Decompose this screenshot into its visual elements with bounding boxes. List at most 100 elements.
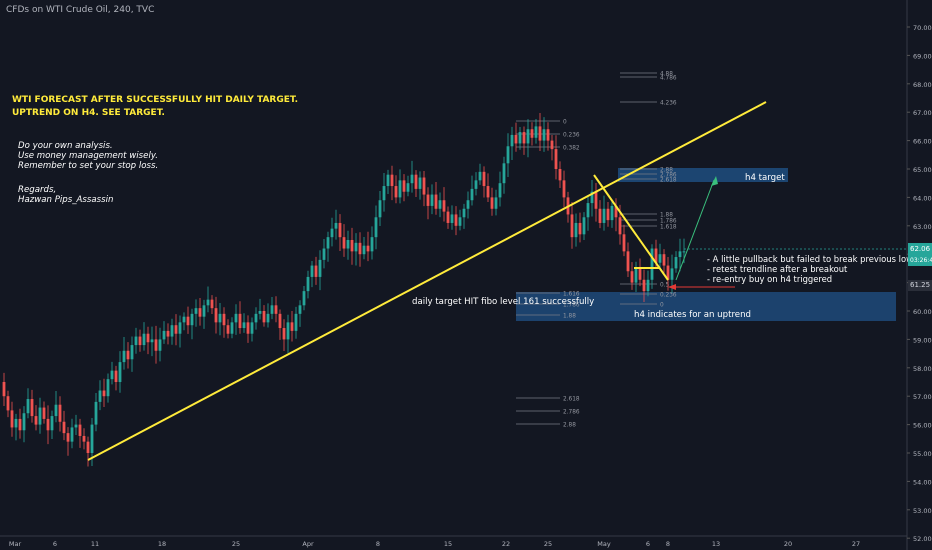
candle-body	[34, 416, 38, 425]
candle-body	[490, 197, 494, 209]
bullet-note-2: - retest trendline after a breakout	[707, 264, 848, 274]
fibo-low-label: 2.618	[563, 397, 580, 403]
candle-body	[666, 265, 670, 280]
headline-line-2: UPTREND ON H4. SEE TARGET.	[12, 108, 165, 118]
target-arrow-head	[711, 176, 718, 186]
y-tick-label: 68.00	[913, 81, 932, 89]
candle-body	[522, 132, 526, 144]
candle-body	[438, 200, 442, 209]
candle-body	[98, 390, 102, 402]
candle-body	[334, 222, 338, 229]
candle-body	[230, 322, 234, 334]
candle-body	[614, 205, 618, 218]
candle-body	[678, 251, 682, 258]
candle-body	[394, 186, 398, 198]
candle-body	[514, 134, 518, 144]
fibo-top-label: 4.236	[660, 101, 677, 107]
candle-body	[122, 350, 126, 363]
y-tick-label: 52.00	[913, 535, 932, 543]
y-tick-label: 55.00	[913, 450, 932, 458]
candle-body	[58, 404, 62, 422]
candle-body	[242, 322, 246, 329]
candle-body	[538, 126, 542, 141]
candle-body	[238, 313, 242, 329]
y-tick-label: 70.00	[913, 24, 932, 32]
candle-body	[422, 177, 426, 195]
candle-body	[158, 339, 162, 351]
candle-body	[582, 217, 586, 235]
candle-body	[498, 183, 502, 198]
y-tick-label: 63.00	[913, 223, 932, 231]
candle-body	[494, 197, 498, 209]
fibo-top-label: 1.88	[660, 213, 673, 219]
candle-body	[62, 421, 66, 434]
candle-body	[18, 418, 22, 431]
x-tick-label: 25	[232, 540, 240, 548]
fibo-top-label: 1.786	[660, 219, 677, 225]
candle-body	[466, 200, 470, 209]
candle-body	[226, 325, 230, 334]
candle-body	[30, 399, 34, 417]
candle-body	[458, 217, 462, 226]
x-tick-label: Apr	[302, 540, 314, 548]
candle-body	[530, 129, 534, 138]
candle-body	[654, 248, 658, 263]
candle-body	[222, 313, 226, 326]
candle-body	[86, 441, 90, 453]
fibo-box-label: 0.5	[660, 283, 670, 289]
candle-body	[650, 248, 654, 280]
countdown-tag: 03:26:44	[908, 255, 932, 266]
candle-body	[90, 424, 94, 453]
h4-target-zone	[618, 168, 788, 182]
x-tick-label: 25	[544, 540, 552, 548]
candle-body	[258, 311, 262, 314]
advice-line-2: Use money management wisely.	[18, 151, 158, 161]
fibo-low-label: 1.786	[563, 303, 580, 309]
candle-body	[618, 217, 622, 235]
bullet-note-1: - A little pullback but failed to break …	[707, 254, 913, 264]
candle-body	[302, 291, 306, 306]
candle-body	[186, 316, 190, 326]
candle-body	[162, 330, 166, 340]
candle-body	[50, 416, 54, 431]
candle-body	[374, 217, 378, 238]
candle-body	[10, 410, 14, 428]
y-tick-label: 65.00	[913, 166, 932, 174]
candle-body	[234, 313, 238, 323]
candle-body	[486, 186, 490, 198]
candle-body	[110, 370, 114, 380]
candle-body	[358, 242, 362, 255]
x-tick-label: Mar	[9, 540, 22, 548]
candle-body	[502, 163, 506, 184]
candle-body	[210, 299, 214, 309]
candle-body	[362, 245, 366, 255]
candle-body	[22, 413, 26, 431]
candle-body	[574, 222, 578, 238]
candle-body	[278, 313, 282, 329]
candle-body	[190, 313, 194, 326]
candle-body	[386, 174, 390, 187]
candle-body	[270, 305, 274, 314]
fibo-top-label: 2.88	[660, 168, 673, 174]
candle-body	[370, 237, 374, 252]
fibo-low-label: 2.786	[563, 410, 580, 416]
fibo-low-label: 2.88	[563, 423, 576, 429]
candle-body	[562, 180, 566, 198]
candle-body	[506, 146, 510, 164]
candle-body	[442, 200, 446, 212]
candle-body	[134, 336, 138, 346]
candle-body	[598, 208, 602, 223]
candle-body	[54, 404, 58, 417]
candle-body	[14, 418, 18, 428]
candle-body	[274, 305, 278, 314]
candle-body	[402, 180, 406, 192]
candle-body	[326, 237, 330, 249]
candle-body	[406, 183, 410, 192]
candle-body	[390, 174, 394, 187]
level-price-tag: 61.25	[908, 280, 932, 291]
candle-body	[630, 271, 634, 283]
x-tick-label: 20	[784, 540, 792, 548]
candle-body	[590, 191, 594, 204]
